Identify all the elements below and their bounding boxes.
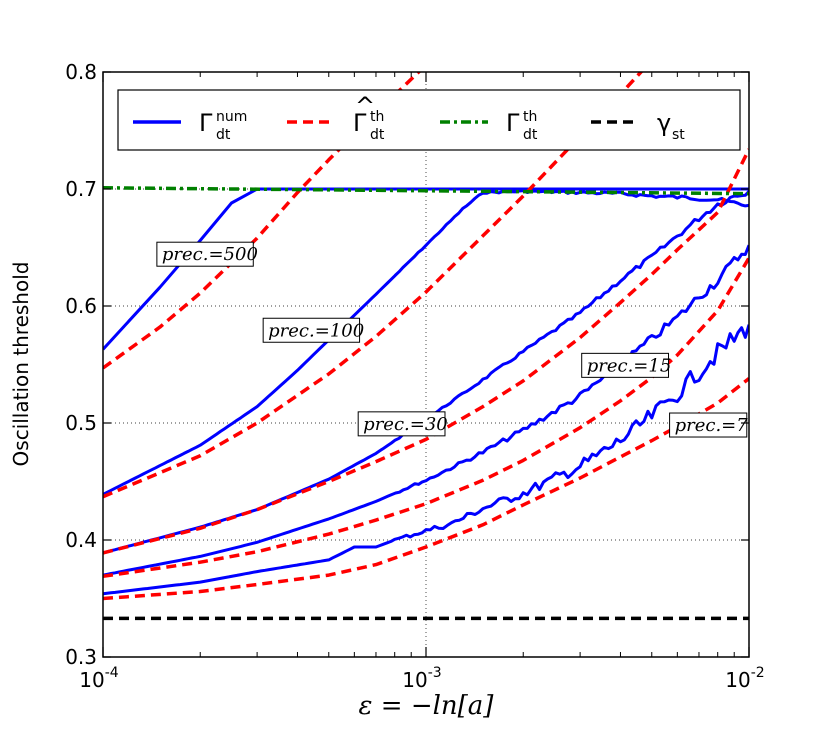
series-line-num: [103, 244, 749, 577]
legend-entry: Γ: [199, 109, 213, 137]
annotation-box: [581, 352, 670, 378]
legend-symbol: Γ: [353, 109, 367, 137]
x-tick-label: 10-3: [402, 665, 441, 692]
data-series: [103, 72, 749, 621]
series-line-th: [103, 377, 749, 601]
legend-subscript: dt: [523, 127, 538, 143]
y-tick-label: 0.8: [65, 60, 97, 84]
series-line-th: [103, 148, 749, 555]
legend-subscript: dt: [216, 127, 231, 143]
x-tick-exponent: -2: [751, 665, 765, 681]
series-line-th: [103, 72, 422, 370]
x-axis-label: ε = −ln[a]: [359, 691, 495, 721]
legend-subscript: dt: [370, 127, 385, 143]
annotation-label: prec.=100: [268, 320, 364, 341]
series-line-th: [103, 72, 644, 499]
annotation-box: [357, 411, 446, 437]
x-tick-base: 10: [402, 668, 427, 692]
legend-superscript: th: [370, 109, 384, 125]
x-tick-exponent: -3: [428, 665, 442, 681]
y-tick-label: 0.7: [65, 177, 97, 201]
y-axis-label: Oscillation threshold: [9, 262, 33, 467]
legend-superscript: num: [216, 109, 247, 125]
series-line-num: [103, 189, 749, 496]
legend-symbol: Γ: [506, 109, 520, 137]
annotation-label: prec.=7: [675, 415, 749, 436]
x-tick-exponent: -4: [105, 665, 119, 681]
legend-entry: γ: [657, 109, 671, 137]
series-line-limit: [103, 186, 749, 196]
annotation-label: prec.=30: [363, 414, 448, 435]
annotation-box: [156, 241, 254, 267]
legend-entry: Γ: [353, 109, 367, 137]
legend-entry: Γ: [506, 109, 520, 137]
x-tick-base: 10: [725, 668, 750, 692]
annotation-box: [669, 412, 748, 438]
legend-superscript: th: [523, 109, 537, 125]
x-tick-label: 10-4: [79, 665, 119, 692]
grid-lines: [103, 72, 749, 657]
hat-mark: ^: [355, 92, 375, 120]
y-tick-label: 0.6: [65, 294, 97, 318]
annotation-label: prec.=15: [587, 355, 672, 376]
legend-subscript: st: [672, 127, 685, 143]
series-line-num: [103, 324, 749, 596]
y-tick-label: 0.3: [65, 645, 97, 669]
legend-symbol: γ: [657, 109, 671, 137]
series-line-num: [103, 187, 749, 351]
curve-annotations: prec.=500 prec.=100 prec.=30 prec.=15 prec.=…: [156, 241, 749, 438]
y-tick-label: 0.5: [65, 411, 97, 435]
x-tick-base: 10: [79, 668, 104, 692]
legend-symbol: Γ: [199, 109, 213, 137]
axis-ticks: 0.30.40.50.60.70.810-4 10-3 10-2: [65, 60, 765, 692]
series-line-th: [103, 257, 749, 579]
y-tick-label: 0.4: [65, 528, 97, 552]
x-tick-label: 10-2: [725, 665, 764, 692]
annotation-label: prec.=500: [162, 244, 258, 265]
legend-box: [117, 89, 741, 151]
annotation-box: [262, 317, 361, 343]
